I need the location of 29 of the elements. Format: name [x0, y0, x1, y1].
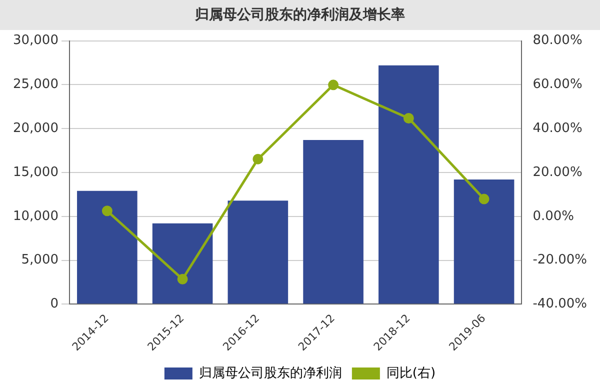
y2-tick-label: 0.00%	[532, 208, 574, 224]
y2-tick-label: 40.00%	[532, 120, 582, 136]
bar	[454, 180, 514, 304]
point	[478, 194, 490, 204]
bar	[152, 223, 213, 304]
bar	[228, 200, 288, 304]
point	[328, 80, 339, 90]
y2-tick-label: -20.00%	[532, 252, 588, 268]
point	[102, 206, 112, 216]
bar	[303, 140, 364, 304]
y2-tick-label: 80.00%	[532, 33, 582, 48]
point	[252, 154, 264, 164]
y-tick-label: 20,000	[12, 120, 58, 136]
y-tick-label: 10,000	[12, 208, 58, 224]
point	[403, 113, 414, 124]
y-tick-label: 0	[50, 296, 58, 312]
y2-tick-label: 60.00%	[532, 77, 582, 92]
point	[177, 274, 188, 284]
y2-tick-label: -40.00%	[532, 296, 588, 312]
chart-title: 归属母公司股东的净利润及增长率	[0, 0, 600, 30]
y-tick-label: 30,000	[12, 33, 58, 48]
y-tick-label: 15,000	[12, 164, 58, 180]
y-tick-label: 25,000	[12, 77, 58, 92]
y-tick-label: 5,000	[21, 252, 58, 268]
y2-tick-label: 20.00%	[532, 164, 582, 180]
bar	[378, 65, 439, 304]
bar	[77, 190, 138, 304]
legend-label: 同比(右)	[386, 366, 436, 381]
legend-label: 归属母公司股东的净利润	[198, 366, 342, 381]
